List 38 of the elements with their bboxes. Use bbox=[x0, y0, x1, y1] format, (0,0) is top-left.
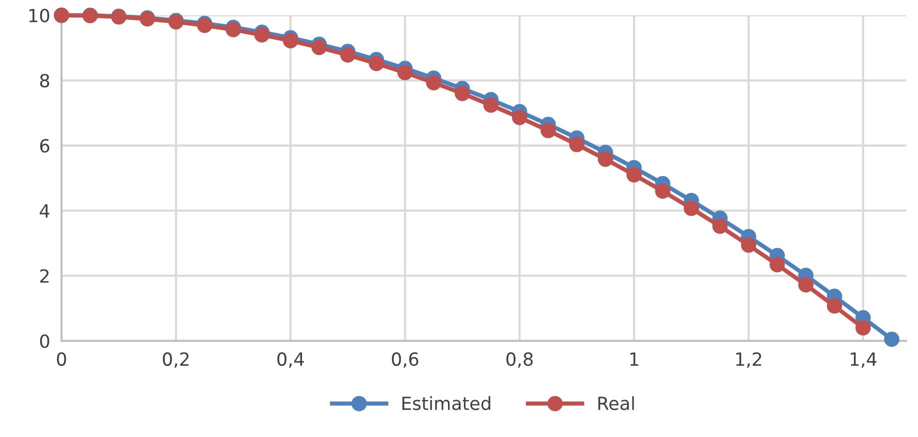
point bbox=[512, 110, 528, 126]
point bbox=[312, 40, 327, 56]
point bbox=[740, 238, 756, 253]
y-tick-label: 4 bbox=[40, 204, 50, 218]
point bbox=[454, 86, 470, 102]
x-tick-label: 1,2 bbox=[736, 352, 762, 368]
y-tick-label: 2 bbox=[40, 269, 49, 283]
x-tick-label: 0,4 bbox=[277, 352, 304, 368]
x-tick-label: 1,4 bbox=[850, 352, 876, 368]
y-tick-label: 8 bbox=[40, 74, 50, 88]
legend-label: Real bbox=[598, 396, 634, 410]
x-tick-label: 0,6 bbox=[392, 352, 418, 368]
point bbox=[397, 64, 413, 80]
point bbox=[770, 257, 785, 272]
point bbox=[655, 183, 670, 199]
point bbox=[712, 218, 728, 234]
point bbox=[884, 332, 900, 347]
point bbox=[569, 136, 584, 152]
point bbox=[540, 122, 556, 138]
point bbox=[798, 277, 814, 292]
point bbox=[426, 75, 442, 90]
point bbox=[855, 320, 871, 336]
x-tick-label: 1 bbox=[630, 352, 638, 366]
y-tick-label: 10 bbox=[29, 8, 50, 22]
y-tick-label: 0 bbox=[40, 334, 50, 348]
point bbox=[282, 33, 298, 48]
x-tick-label: 0,8 bbox=[506, 352, 533, 368]
point bbox=[483, 98, 499, 113]
point bbox=[826, 298, 842, 314]
point bbox=[368, 56, 384, 72]
point bbox=[598, 152, 614, 167]
point bbox=[340, 47, 356, 63]
y-tick-label: 6 bbox=[40, 138, 50, 153]
point bbox=[626, 167, 642, 182]
point bbox=[684, 200, 699, 216]
legend-label: Estimated bbox=[402, 396, 490, 410]
x-tick-label: 0,2 bbox=[162, 352, 189, 368]
x-tick-label: 0 bbox=[56, 352, 66, 366]
